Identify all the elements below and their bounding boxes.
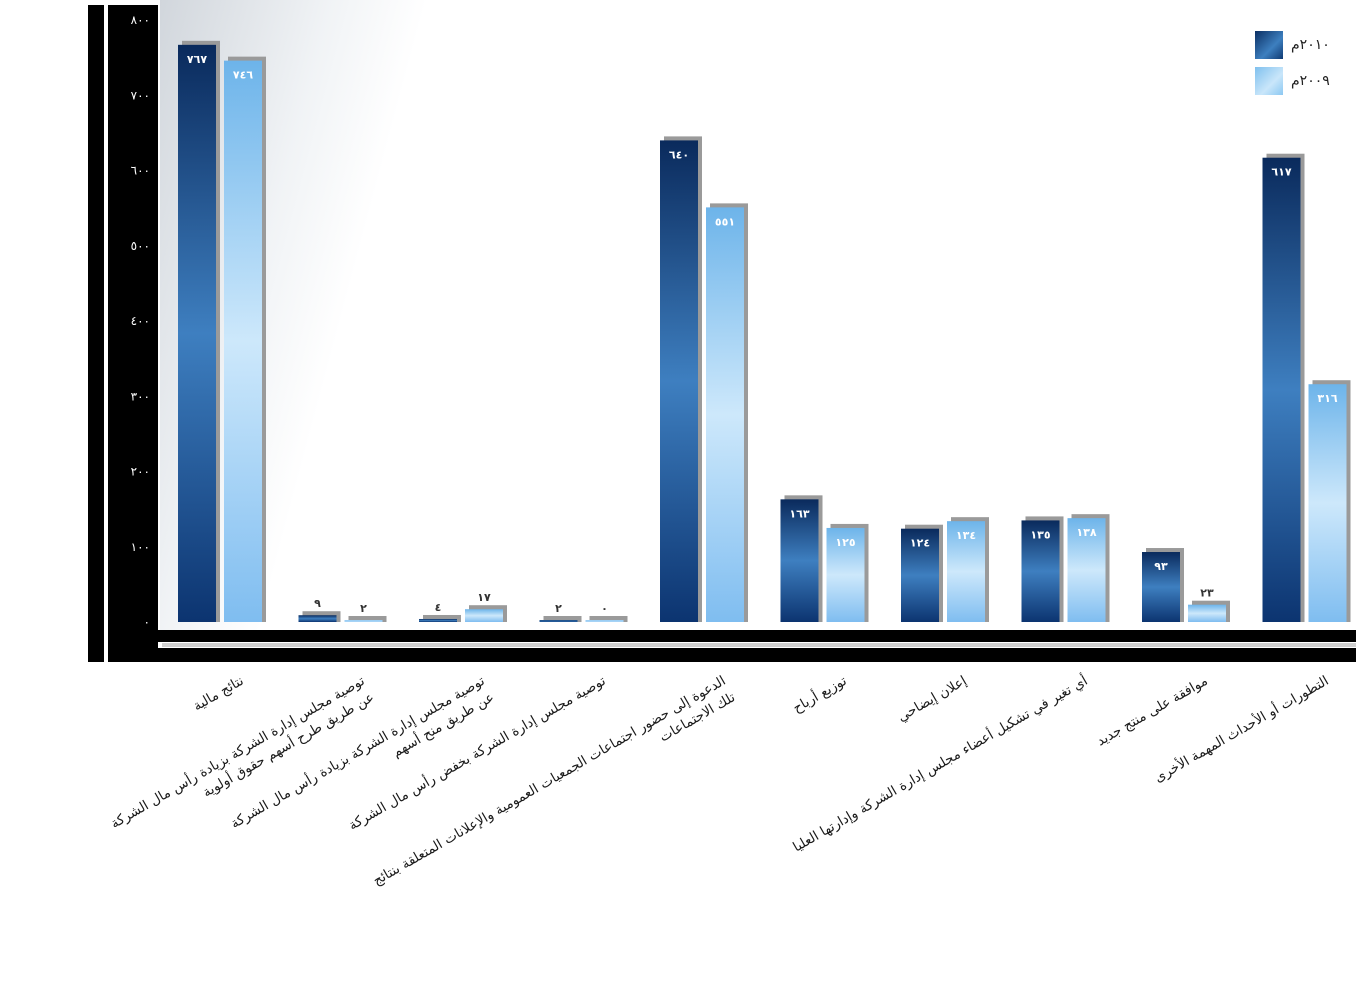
bar-2009-6 xyxy=(947,521,985,622)
bar-2009-2 xyxy=(465,609,503,622)
legend-item-2009: ٢٠٠٩م xyxy=(1255,66,1355,96)
bar-value-label: ٠ xyxy=(601,602,608,615)
legend: ٢٠١٠م ٢٠٠٩م xyxy=(1255,30,1355,102)
bar-2009-0 xyxy=(224,60,262,622)
bar-2009-3 xyxy=(585,620,624,622)
bar-2010-9 xyxy=(1262,157,1301,622)
y-tick-label: ٣٠٠ xyxy=(131,389,150,403)
bar-shadow xyxy=(543,616,582,622)
bar-value-label: ١٣٤ xyxy=(956,529,976,542)
x-axis-line xyxy=(162,643,1356,647)
bar-2010-3 xyxy=(539,620,578,622)
y-axis-outer-bar xyxy=(88,5,104,662)
bar-2009-1 xyxy=(344,620,383,622)
bar-value-label: ٦١٧ xyxy=(1271,166,1291,179)
bar-2010-6 xyxy=(901,528,939,622)
bar-value-label: ٢٣ xyxy=(1200,587,1214,600)
legend-item-2010: ٢٠١٠م xyxy=(1255,30,1355,60)
bar-value-label: ٧٤٦ xyxy=(233,69,253,82)
bar-2010-1 xyxy=(298,615,337,622)
bar-value-label: ٩٣ xyxy=(1154,560,1168,573)
y-axis-band xyxy=(108,5,158,662)
bar-2009-7 xyxy=(1067,518,1106,622)
bar-value-label: ١٢٥ xyxy=(835,536,855,549)
background-panel xyxy=(160,0,580,630)
bar-2009-8 xyxy=(1188,604,1226,622)
bar-value-label: ٢ xyxy=(360,602,367,615)
bar-value-label: ٥٥١ xyxy=(715,215,735,228)
y-tick-label: ٧٠٠ xyxy=(131,88,150,102)
y-tick-label: ٠ xyxy=(144,615,150,629)
legend-label-2010: ٢٠١٠م xyxy=(1291,37,1330,53)
bar-2009-4 xyxy=(706,207,744,622)
bar-shadow xyxy=(348,616,387,622)
y-tick-label: ٦٠٠ xyxy=(131,164,150,178)
legend-swatch-2009 xyxy=(1255,67,1283,95)
bar-shadow xyxy=(423,614,461,622)
bar-value-label: ١٧ xyxy=(477,591,491,604)
x-axis-band-lower xyxy=(158,648,1356,662)
y-tick-label: ٢٠٠ xyxy=(131,465,150,479)
bar-value-label: ٧٦٧ xyxy=(187,53,207,66)
bar-2010-7 xyxy=(1021,520,1060,622)
bar-shadow xyxy=(589,616,628,622)
x-axis-band xyxy=(158,630,1356,642)
bar-2010-4 xyxy=(660,140,698,622)
legend-swatch-2010 xyxy=(1255,31,1283,59)
bar-2009-9 xyxy=(1308,384,1347,622)
bar-value-label: ١٣٥ xyxy=(1030,528,1050,541)
legend-label-2009: ٢٠٠٩م xyxy=(1291,73,1330,89)
bar-2010-0 xyxy=(178,44,216,622)
bar-2010-2 xyxy=(419,618,457,622)
bar-value-label: ١٢٤ xyxy=(910,537,930,550)
bar-value-label: ٣١٦ xyxy=(1317,392,1337,405)
bar-2009-5 xyxy=(826,527,865,622)
bar-value-label: ٤ xyxy=(435,601,442,614)
bar-value-label: ٢ xyxy=(555,602,562,615)
bar-2010-8 xyxy=(1142,552,1180,622)
bar-value-label: ١٣٨ xyxy=(1076,526,1096,539)
y-tick-label: ٤٠٠ xyxy=(131,314,150,328)
y-tick-label: ١٠٠ xyxy=(131,540,150,554)
bar-value-label: ٩ xyxy=(314,597,321,610)
y-tick-label: ٥٠٠ xyxy=(131,239,150,253)
y-tick-label: ٨٠٠ xyxy=(131,13,150,27)
bar-value-label: ٦٤٠ xyxy=(669,148,689,161)
bar-2010-5 xyxy=(780,499,819,622)
bar-value-label: ١٦٣ xyxy=(789,507,809,520)
